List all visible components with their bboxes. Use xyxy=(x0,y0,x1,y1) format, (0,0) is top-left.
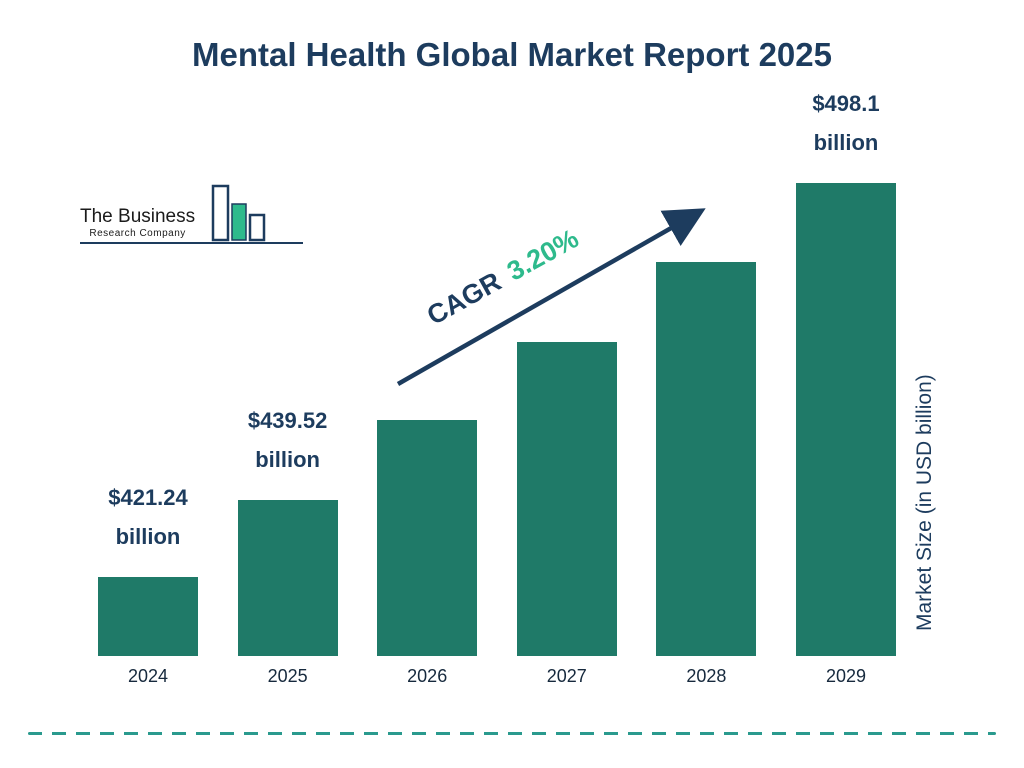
company-logo-text: The Business Research Company xyxy=(80,206,196,242)
bar-group-2029: $498.1 billion xyxy=(795,84,896,656)
bar-2027 xyxy=(516,342,617,656)
page-title: Mental Health Global Market Report 2025 xyxy=(191,36,832,73)
x-axis-labels: 2024 2025 2026 2027 2028 2029 xyxy=(88,666,906,687)
bar-group-2028 xyxy=(656,262,757,656)
bar-2025 xyxy=(237,500,338,656)
bar-2029 xyxy=(795,183,896,656)
bottom-dashed-line xyxy=(28,732,996,735)
bar-group-2025: $439.52 billion xyxy=(237,401,338,656)
x-axis-label-2029: 2029 xyxy=(825,666,866,686)
bar-group-2024: $421.24 billion xyxy=(98,478,198,656)
bar-2026 xyxy=(377,420,478,656)
bar-value-label-2024: $421.24 billion xyxy=(108,484,188,550)
y-axis-label: Market Size (in USD billion) xyxy=(913,374,936,631)
bar-group-2027 xyxy=(516,342,617,656)
bar-group-2026 xyxy=(377,420,478,656)
logo-bar-chart-icon xyxy=(199,182,283,242)
x-axis-label-2024: 2024 xyxy=(127,666,169,686)
bars-row: $421.24 billion $439.52 billion $498.1 billio… xyxy=(88,90,906,656)
bar-chart: $421.24 billion $439.52 billion $498.1 billio… xyxy=(88,90,906,656)
x-axis-label-2025: 2025 xyxy=(267,666,308,686)
company-name: The Business xyxy=(80,206,196,228)
bar-2024 xyxy=(98,577,198,656)
bar-2028 xyxy=(656,262,757,656)
company-logo: The Business Research Company xyxy=(80,182,304,244)
bar-value-label-2029: $498.1 billion xyxy=(812,90,880,156)
company-subname: Research Company xyxy=(89,228,186,239)
x-axis-label-2026: 2026 xyxy=(407,666,448,686)
x-axis-label-2027: 2027 xyxy=(546,666,587,686)
x-axis-label-2028: 2028 xyxy=(686,666,727,686)
bar-value-label-2025: $439.52 billion xyxy=(247,407,328,473)
